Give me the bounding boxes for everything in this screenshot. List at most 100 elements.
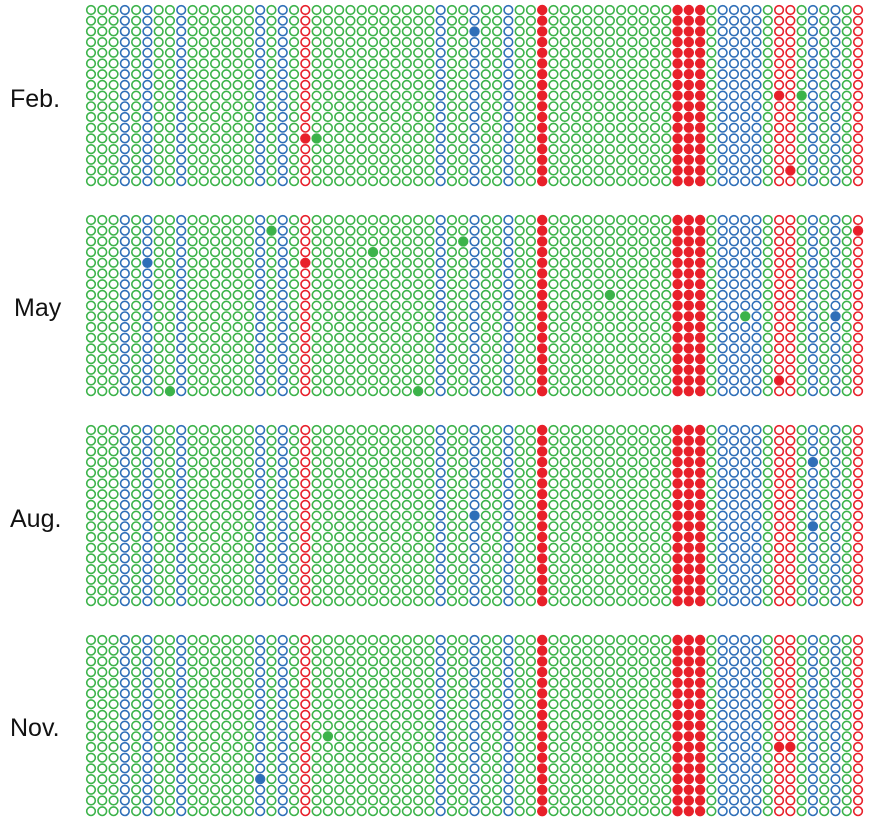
outline-dot: [717, 596, 728, 607]
outline-dot: [773, 343, 785, 354]
outline-dot: [548, 741, 559, 753]
filled-dot: [694, 47, 706, 58]
outline-dot: [176, 666, 187, 678]
outline-dot: [819, 36, 830, 48]
outline-dot: [164, 343, 176, 354]
outline-dot: [751, 574, 762, 585]
outline-dot: [435, 214, 446, 226]
outline-dot: [649, 499, 661, 511]
outline-dot: [356, 90, 367, 101]
outline-dot: [209, 36, 221, 48]
outline-dot: [300, 154, 311, 165]
outline-dot: [300, 478, 311, 489]
outline-dot: [232, 457, 243, 468]
outline-dot: [277, 709, 288, 721]
outline-dot: [469, 499, 480, 511]
outline-dot: [706, 709, 717, 721]
outline-dot: [514, 795, 525, 806]
outline-dot: [334, 795, 345, 806]
outline-dot: [852, 15, 864, 26]
outline-dot: [345, 531, 356, 543]
outline-dot: [108, 343, 119, 354]
outline-dot: [491, 332, 503, 343]
filled-dot: [672, 699, 683, 710]
outline-dot: [773, 574, 785, 585]
outline-dot: [446, 332, 458, 343]
filled-dot: [672, 709, 683, 721]
outline-dot: [198, 144, 209, 155]
outline-dot: [796, 499, 807, 511]
outline-dot: [661, 677, 672, 688]
outline-dot: [649, 720, 661, 731]
outline-dot: [819, 79, 830, 90]
outline-dot: [413, 36, 424, 48]
outline-dot: [97, 574, 108, 585]
outline-dot: [525, 289, 537, 301]
outline-dot: [604, 79, 615, 90]
outline-dot: [559, 688, 570, 699]
outline-dot: [627, 69, 638, 80]
outline-dot: [638, 521, 649, 532]
outline-dot: [773, 332, 785, 343]
outline-dot: [176, 79, 187, 90]
outline-dot: [356, 499, 367, 511]
outline-dot: [751, 111, 762, 123]
outline-dot: [480, 257, 491, 268]
outline-dot: [762, 656, 773, 667]
outline-dot: [300, 446, 311, 457]
outline-dot: [785, 79, 796, 90]
outline-dot: [187, 122, 198, 133]
outline-dot: [661, 521, 672, 532]
outline-dot: [796, 58, 807, 69]
outline-dot: [819, 236, 830, 247]
outline-dot: [751, 289, 762, 301]
outline-dot: [559, 499, 570, 511]
filled-dot: [537, 26, 548, 37]
outline-dot: [852, 596, 864, 607]
outline-dot: [277, 247, 288, 258]
outline-dot: [514, 521, 525, 532]
outline-dot: [762, 773, 773, 785]
outline-dot: [97, 709, 108, 721]
filled-dot: [694, 214, 706, 226]
outline-dot: [300, 111, 311, 123]
outline-dot: [221, 763, 232, 774]
filled-dot: [694, 165, 706, 176]
outline-dot: [819, 666, 830, 678]
outline-dot: [277, 236, 288, 247]
outline-dot: [187, 332, 198, 343]
highlighted-dot: [796, 90, 807, 101]
outline-dot: [773, 165, 785, 176]
outline-dot: [379, 165, 390, 176]
outline-dot: [514, 542, 525, 553]
outline-dot: [119, 36, 130, 48]
outline-dot: [582, 645, 593, 656]
outline-dot: [390, 752, 401, 763]
outline-dot: [616, 343, 627, 354]
outline-dot: [570, 795, 582, 806]
outline-dot: [661, 279, 672, 290]
outline-dot: [334, 343, 345, 354]
outline-dot: [221, 424, 232, 436]
outline-dot: [424, 90, 435, 101]
outline-dot: [390, 154, 401, 165]
outline-dot: [525, 268, 537, 279]
outline-dot: [458, 542, 469, 553]
outline-dot: [570, 563, 582, 575]
outline-dot: [401, 176, 412, 187]
outline-dot: [785, 364, 796, 375]
outline-dot: [446, 596, 458, 607]
outline-dot: [97, 214, 108, 226]
outline-dot: [85, 699, 97, 710]
outline-dot: [728, 332, 740, 343]
outline-dot: [830, 386, 841, 397]
outline-dot: [119, 752, 130, 763]
outline-dot: [503, 386, 514, 397]
outline-dot: [841, 435, 852, 446]
outline-dot: [593, 300, 604, 311]
outline-dot: [638, 90, 649, 101]
filled-dot: [537, 154, 548, 166]
panel-grid-3: [85, 634, 864, 817]
outline-dot: [209, 165, 221, 176]
filled-dot: [683, 731, 695, 742]
